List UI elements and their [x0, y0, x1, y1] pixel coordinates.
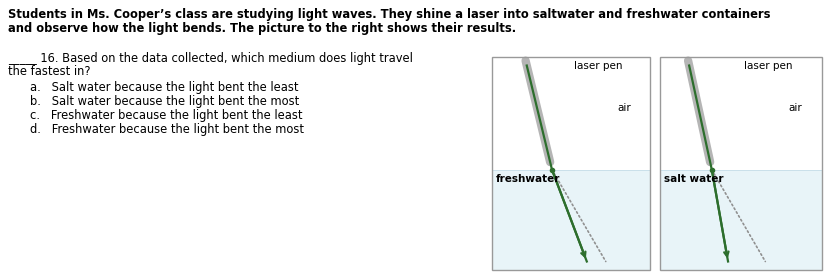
- Text: freshwater: freshwater: [495, 174, 560, 184]
- Text: _____ 16. Based on the data collected, which medium does light travel: _____ 16. Based on the data collected, w…: [8, 52, 413, 65]
- Text: and observe how the light bends. The picture to the right shows their results.: and observe how the light bends. The pic…: [8, 22, 515, 35]
- Text: b.   Salt water because the light bent the most: b. Salt water because the light bent the…: [30, 95, 299, 108]
- Bar: [659, 57, 821, 270]
- Text: air: air: [788, 103, 801, 113]
- Text: a.   Salt water because the light bent the least: a. Salt water because the light bent the…: [30, 81, 299, 94]
- Bar: [659, 170, 821, 270]
- Text: d.   Freshwater because the light bent the most: d. Freshwater because the light bent the…: [30, 123, 304, 136]
- Text: Students in Ms. Cooper’s class are studying light waves. They shine a laser into: Students in Ms. Cooper’s class are study…: [8, 8, 770, 21]
- Text: air: air: [617, 103, 630, 113]
- Text: salt water: salt water: [663, 174, 723, 184]
- Text: laser pen: laser pen: [743, 61, 791, 71]
- Bar: [491, 57, 649, 270]
- Text: c.   Freshwater because the light bent the least: c. Freshwater because the light bent the…: [30, 109, 302, 122]
- Text: laser pen: laser pen: [573, 61, 622, 71]
- Text: the fastest in?: the fastest in?: [8, 65, 90, 78]
- Bar: [491, 170, 649, 270]
